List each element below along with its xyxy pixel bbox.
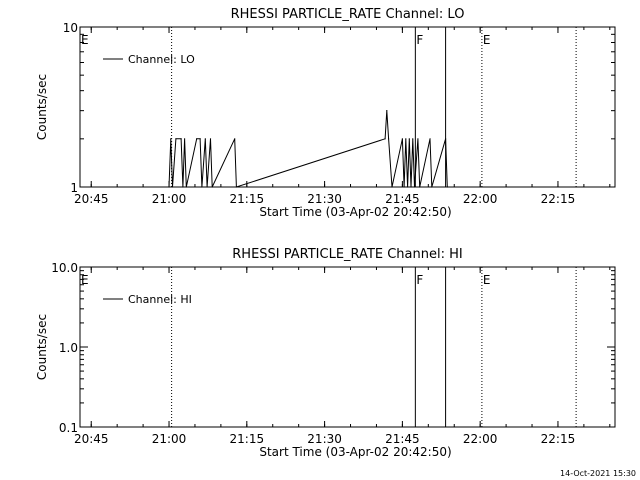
x-tick-label: 21:00 [152,432,187,446]
data-point [406,186,409,188]
plot-frame [79,266,616,428]
panel-lo: RHESSI PARTICLE_RATE Channel: LO 20:45 21:… [35,7,616,219]
plot-frame [79,26,616,188]
data-point [419,186,421,188]
data-point [384,138,386,140]
panel-hi: RHESSI PARTICLE_RATE Channel: HI 20:45 21:… [35,247,616,459]
x-tick-label: 22:15 [541,432,576,446]
y-tick-label: 0.1 [59,421,78,435]
data-point [201,186,203,188]
data-point [171,186,174,188]
x-tick-label: 22:15 [541,192,576,206]
x-tick-label: 21:30 [307,432,342,446]
data-point [429,138,431,140]
data-point [182,186,184,188]
data-point [204,138,206,140]
data-point [211,186,213,188]
data-point [235,186,238,188]
data-point [401,138,403,140]
y-tick-label: 1.0 [59,341,78,355]
x-tick-label: 21:45 [385,432,420,446]
y-axis-label: Counts/sec [35,74,49,140]
x-tick-label: 21:00 [152,192,187,206]
data-point [185,186,187,188]
x-tick-label: 20:45 [74,192,109,206]
chart-title: RHESSI PARTICLE_RATE Channel: HI [232,247,462,262]
x-tick-label: 22:00 [463,432,498,446]
data-point [183,138,186,140]
y-tick-label: 10.0 [51,261,78,275]
flag-label: F [416,273,423,287]
series-line [168,110,448,188]
y-tick-label: 10 [63,21,78,35]
data-point [413,186,416,188]
y-tick-label: 1 [70,181,78,195]
flag-label: F [416,33,423,47]
data-point [410,186,412,188]
flag-label: E [81,33,89,47]
x-tick-label: 20:45 [74,432,109,446]
data-point [405,138,407,140]
data-point [446,186,448,188]
data-point [387,138,390,140]
x-tick-label: 21:45 [385,192,420,206]
data-point [168,186,170,188]
data-point [170,138,172,140]
data-point [444,138,447,140]
footer-timestamp: 14-Oct-2021 15:30 [560,469,636,478]
data-point [386,110,388,112]
data-point [408,138,410,140]
data-point [206,186,208,188]
data-point [417,138,419,140]
x-tick-label: 21:15 [230,432,265,446]
flag-label: E [483,33,491,47]
data-point [196,138,198,140]
x-tick-label: 21:15 [230,192,265,206]
data-point [431,186,433,188]
data-point [199,138,201,140]
x-tick-label: 22:00 [463,192,498,206]
x-axis-label: Start Time (03-Apr-02 20:42:50) [259,445,451,459]
data-point [412,138,414,140]
x-axis-label: Start Time (03-Apr-02 20:42:50) [259,205,451,219]
legend-entry: Channel: HI [128,293,192,306]
flag-label: E [483,273,491,287]
chart-title: RHESSI PARTICLE_RATE Channel: LO [231,7,465,22]
data-point [175,138,177,140]
flag-label: E [81,273,89,287]
data-point [391,186,393,188]
data-point [180,138,182,140]
x-tick-label: 21:30 [307,192,342,206]
data-point [403,186,405,188]
data-point [209,138,212,140]
legend-entry: Channel: LO [128,53,195,66]
data-point [234,138,236,140]
y-axis-label: Counts/sec [35,314,49,380]
